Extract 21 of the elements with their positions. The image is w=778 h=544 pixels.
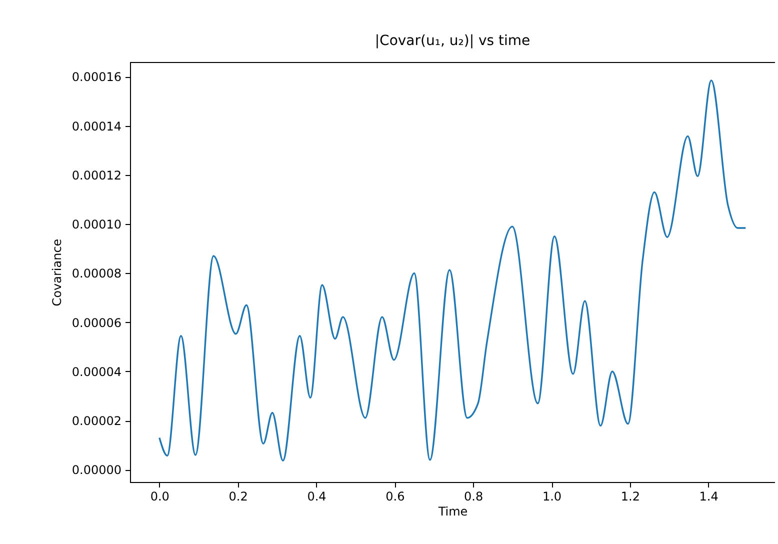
y-tick-label: 0.00014 [72,119,122,134]
x-tick-label: 0.8 [464,490,484,504]
y-tick-label: 0.00012 [72,168,122,182]
y-tick-label: 0.00016 [72,70,122,84]
y-tick-label: 0.00002 [72,414,122,428]
x-tick-label: 0.0 [150,490,170,504]
x-tick-label: 1.2 [620,490,640,504]
y-tick-label: 0.00006 [72,316,122,330]
x-tick-label: 1.0 [542,490,562,504]
line-series [158,80,746,462]
y-tick-label: 0.00004 [72,364,122,379]
y-tick-label: 0.00008 [72,266,122,281]
x-axis-title: Time [437,504,468,518]
y-axis-title: Covariance [50,238,64,306]
x-tick-label: 0.6 [386,490,405,504]
x-tick-label: 0.4 [307,490,326,504]
chart-title: |Covar(u₁, u₂)| vs time [374,33,530,49]
x-tick-label: 1.4 [699,490,718,504]
y-tick-label: 0.00000 [72,463,122,478]
x-tick-label: 0.2 [228,490,248,504]
y-tick-label: 0.00010 [72,218,122,232]
